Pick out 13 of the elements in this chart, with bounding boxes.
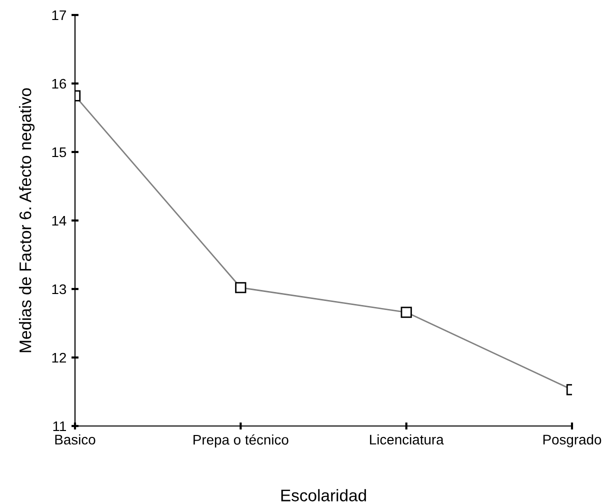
- y-tick-label: 16: [52, 78, 66, 89]
- x-tick-label: Posgrado: [543, 434, 602, 448]
- x-axis-title: Escolaridad: [281, 489, 366, 502]
- y-tick-label: 11: [53, 421, 66, 432]
- y-tick-label: 14: [52, 216, 66, 226]
- x-tick-label: Licenciatura: [370, 434, 444, 445]
- y-tick-label: 12: [52, 352, 66, 363]
- y-tick-label: 15: [52, 147, 66, 158]
- y-tick-label: 17: [52, 10, 66, 20]
- x-tick-label: Prepa o técnico: [194, 434, 288, 448]
- y-axis-title: Medias de Factor 6. Afecto negativo: [19, 88, 35, 352]
- x-tick-label: Basico: [55, 434, 96, 445]
- y-tick-label: 13: [52, 284, 66, 294]
